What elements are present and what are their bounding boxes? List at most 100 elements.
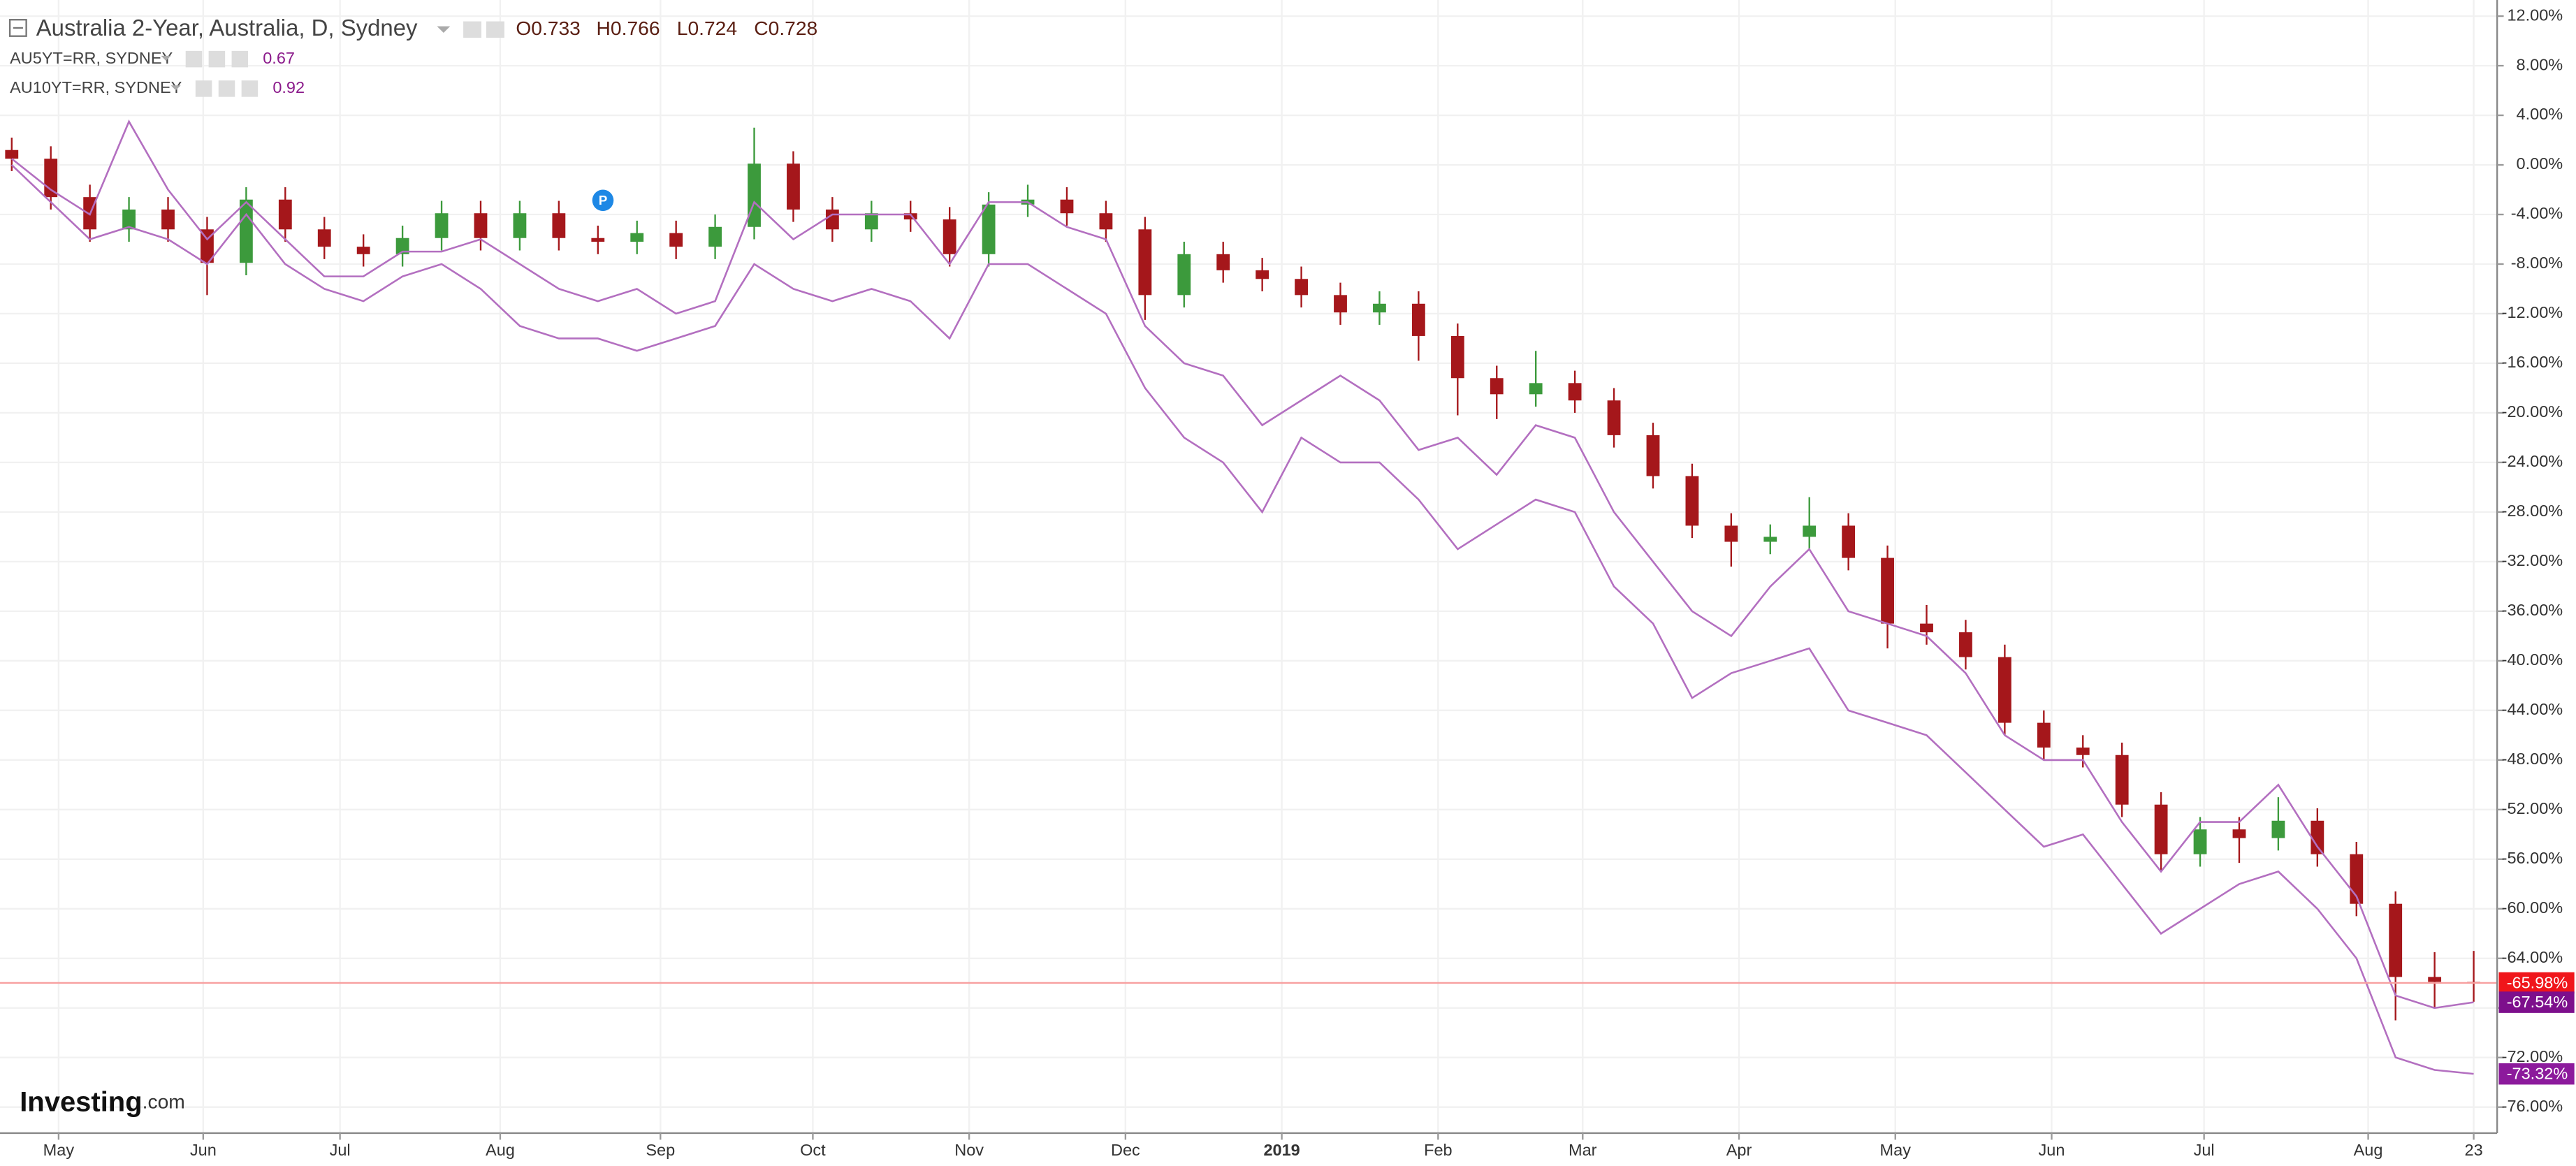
x-tick-label: Jul: [330, 1141, 351, 1159]
candle-body: [1763, 537, 1777, 542]
x-tick-label: Dec: [1111, 1141, 1140, 1159]
candle-body: [2037, 722, 2051, 748]
value-label: -65.98%: [2507, 973, 2568, 991]
main-series-name: Australia 2-Year, Australia, D, Sydney: [36, 15, 418, 41]
settings-icon[interactable]: [195, 80, 212, 97]
y-tick-label: -44.00%: [2502, 700, 2563, 718]
settings-icon[interactable]: [463, 21, 481, 38]
candle-body: [1177, 254, 1191, 296]
candle-body: [1099, 213, 1113, 230]
candle-body: [239, 199, 253, 263]
dropdown-arrow[interactable]: [161, 55, 171, 61]
value-label: -67.54%: [2507, 993, 2568, 1011]
x-tick-label: Aug: [2354, 1141, 2383, 1159]
candle-body: [395, 238, 409, 254]
annotation-marker[interactable]: [592, 189, 614, 212]
logo-name: Investing: [20, 1086, 142, 1117]
y-tick-label: -36.00%: [2502, 601, 2563, 619]
candle-body: [1490, 378, 1504, 395]
candle-body: [1959, 632, 1972, 657]
y-tick-label: -20.00%: [2502, 402, 2563, 421]
settings-icon[interactable]: [486, 21, 504, 38]
candle-body: [1334, 295, 1347, 313]
y-tick-label: -32.00%: [2502, 551, 2563, 569]
candle-body: [1607, 400, 1621, 435]
x-tick-label: Aug: [486, 1141, 515, 1159]
candle-body: [356, 247, 370, 254]
candle-body: [513, 213, 527, 238]
candle-body: [1138, 229, 1152, 296]
x-tick-label: Mar: [1569, 1141, 1597, 1159]
candle-body: [1998, 657, 2011, 723]
candle-body: [1450, 335, 1464, 379]
settings-icon[interactable]: [218, 80, 235, 97]
close-label: C0.728: [754, 17, 817, 39]
value-label-box: [2498, 991, 2575, 1013]
y-tick-label: -52.00%: [2502, 799, 2563, 817]
value-label-box: [2498, 972, 2575, 994]
candle-body: [1920, 623, 1933, 633]
candle-body: [708, 226, 722, 247]
collapse-icon[interactable]: [8, 19, 27, 37]
candle-body: [669, 233, 683, 247]
plot: [0, 119, 2498, 1075]
candle-body: [44, 159, 58, 198]
candle-body: [1295, 279, 1308, 296]
candle-body: [201, 229, 214, 263]
axes: 12.00% 8.00% 4.00% 0.00% -4.00% -8.00% -12.00%…: [43, 6, 2575, 1159]
candle-body: [1842, 525, 1856, 558]
candle-body: [1373, 303, 1386, 313]
open-label: O0.733: [516, 17, 581, 39]
y-tick-label: -64.00%: [2502, 948, 2563, 966]
candle-body: [943, 219, 956, 254]
candle-body: [1685, 476, 1699, 526]
candle-body: [982, 204, 996, 254]
x-tick-label: Nov: [954, 1141, 984, 1159]
x-tick-label: Jun: [190, 1141, 217, 1159]
x-tick-label: 23: [2465, 1141, 2483, 1159]
y-tick-label: -4.00%: [2511, 204, 2563, 222]
candle-body: [591, 238, 605, 242]
candle-body: [1411, 303, 1425, 336]
candle-body: [748, 163, 761, 227]
candle-body: [2193, 829, 2207, 854]
candle-body: [825, 209, 839, 230]
settings-icon[interactable]: [208, 50, 226, 68]
y-tick-label: -60.00%: [2502, 898, 2563, 917]
x-tick-label: May: [43, 1141, 75, 1159]
y-tick-label: -76.00%: [2502, 1097, 2563, 1115]
y-tick-label: -48.00%: [2502, 750, 2563, 768]
y-tick-label: -8.00%: [2511, 254, 2563, 272]
candle-body: [2271, 820, 2285, 838]
candle-body: [1646, 435, 1660, 476]
settings-icon[interactable]: [185, 50, 203, 68]
candle-body: [1881, 558, 1894, 624]
candle-body: [864, 213, 878, 230]
close-icon[interactable]: [231, 50, 249, 68]
annotation-text: P: [599, 193, 608, 207]
candle-body: [2389, 903, 2403, 977]
y-tick-label: -56.00%: [2502, 849, 2563, 867]
logo-suffix: .com: [143, 1091, 185, 1113]
dropdown-arrow[interactable]: [170, 85, 181, 91]
x-tick-label: Apr: [1726, 1141, 1752, 1159]
y-tick-label: -24.00%: [2502, 452, 2563, 470]
y-tick-label: -12.00%: [2502, 303, 2563, 321]
candle-body: [474, 213, 488, 238]
candle-body: [1803, 525, 1817, 537]
close-icon[interactable]: [241, 80, 259, 97]
candle-body: [1216, 254, 1230, 270]
y-tick-label: -28.00%: [2502, 502, 2563, 520]
x-tick-label: Oct: [800, 1141, 826, 1159]
candle-body: [2311, 820, 2324, 854]
legend-value: 0.92: [272, 78, 305, 96]
dropdown-arrow[interactable]: [437, 26, 451, 34]
value-label: -73.32%: [2507, 1065, 2568, 1083]
candle-body: [1724, 525, 1738, 542]
candle-body: [787, 163, 800, 210]
candle-body: [1060, 199, 1074, 214]
candle-body: [1568, 383, 1582, 401]
